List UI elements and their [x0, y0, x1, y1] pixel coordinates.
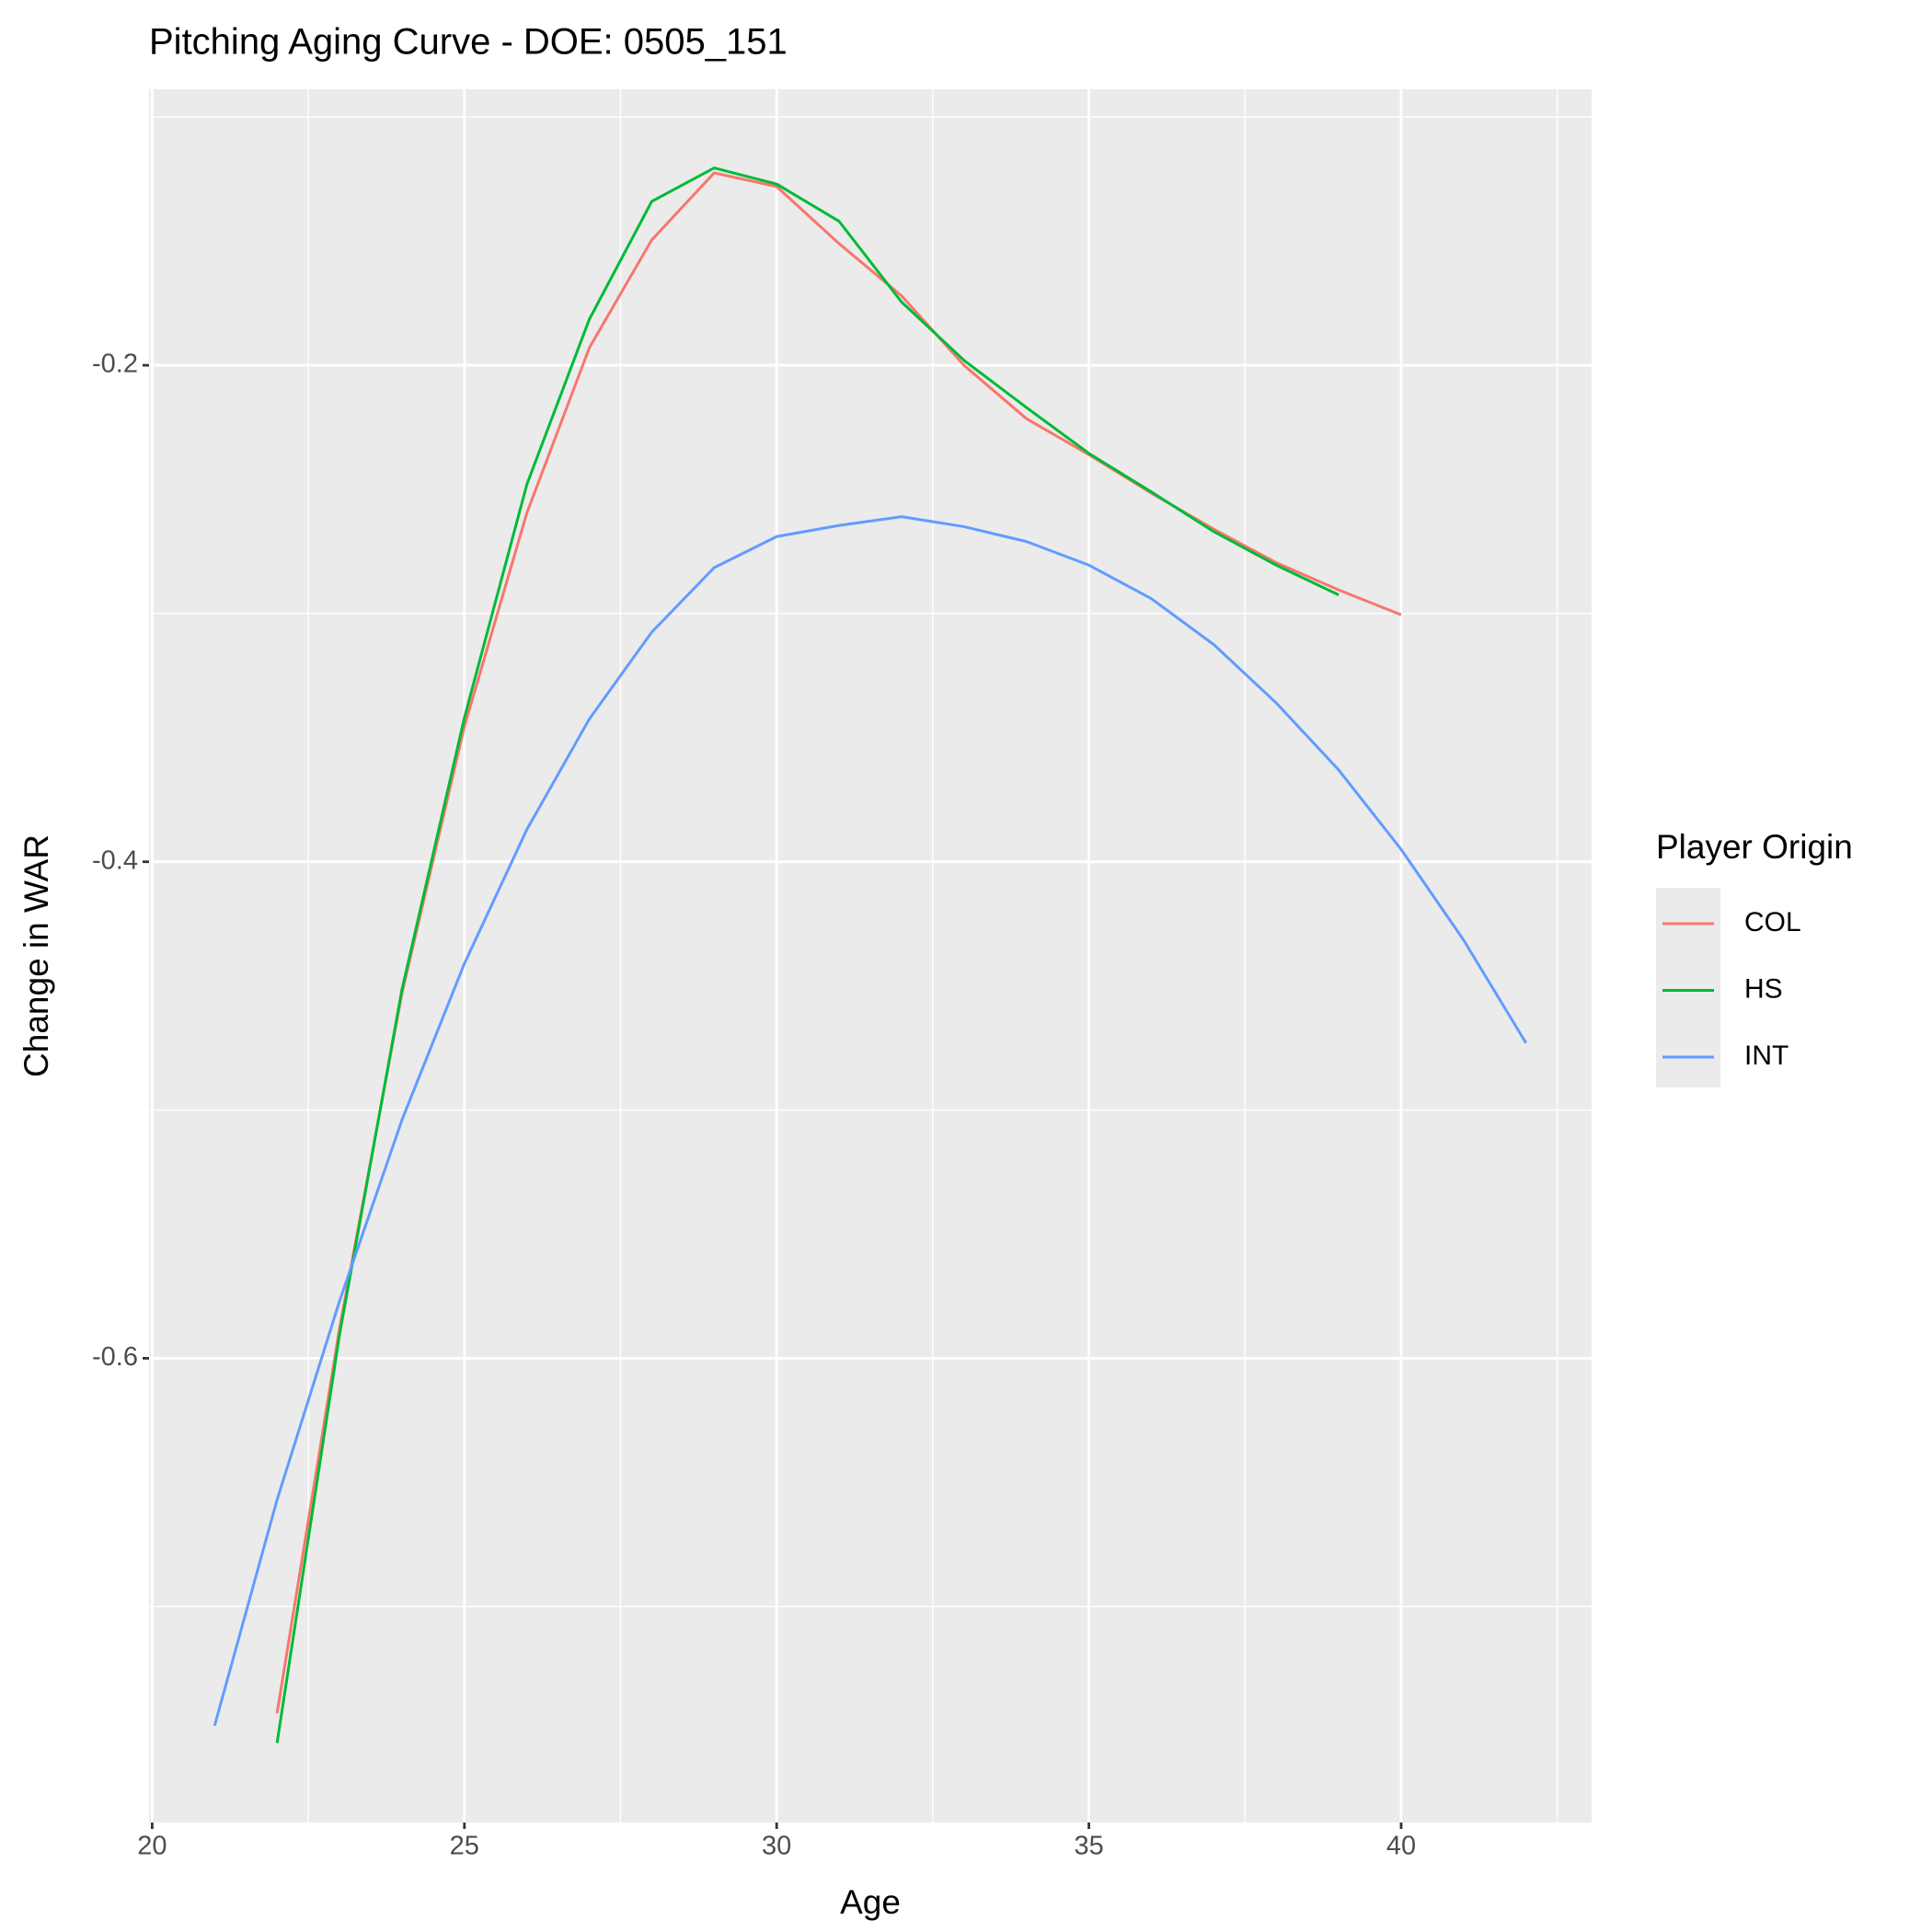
chart-title: Pitching Aging Curve - DOE: 0505_151: [149, 22, 788, 63]
data-line: [275, 171, 1402, 1714]
x-axis-title: Age: [840, 1883, 901, 1921]
y-tick-label: -0.4: [92, 845, 138, 875]
y-tick-label: -0.2: [92, 350, 138, 379]
legend-label: HS: [1744, 973, 1783, 1004]
legend-label: COL: [1744, 907, 1801, 937]
x-tick-label: 20: [137, 1832, 167, 1861]
data-line: [275, 167, 1340, 1743]
y-tick-label: -0.6: [92, 1342, 138, 1372]
x-tick-label: 30: [762, 1832, 791, 1861]
plot-panel: [149, 89, 1592, 1823]
data-line: [213, 515, 1528, 1727]
legend-label: INT: [1744, 1041, 1788, 1071]
x-tick-label: 25: [450, 1832, 479, 1861]
x-tick-label: 35: [1074, 1832, 1103, 1861]
y-axis-title: Change in WAR: [17, 834, 55, 1077]
legend-title: Player Origin: [1656, 828, 1853, 866]
x-tick-label: 40: [1386, 1832, 1416, 1861]
legend-key-background: [1656, 888, 1720, 1087]
